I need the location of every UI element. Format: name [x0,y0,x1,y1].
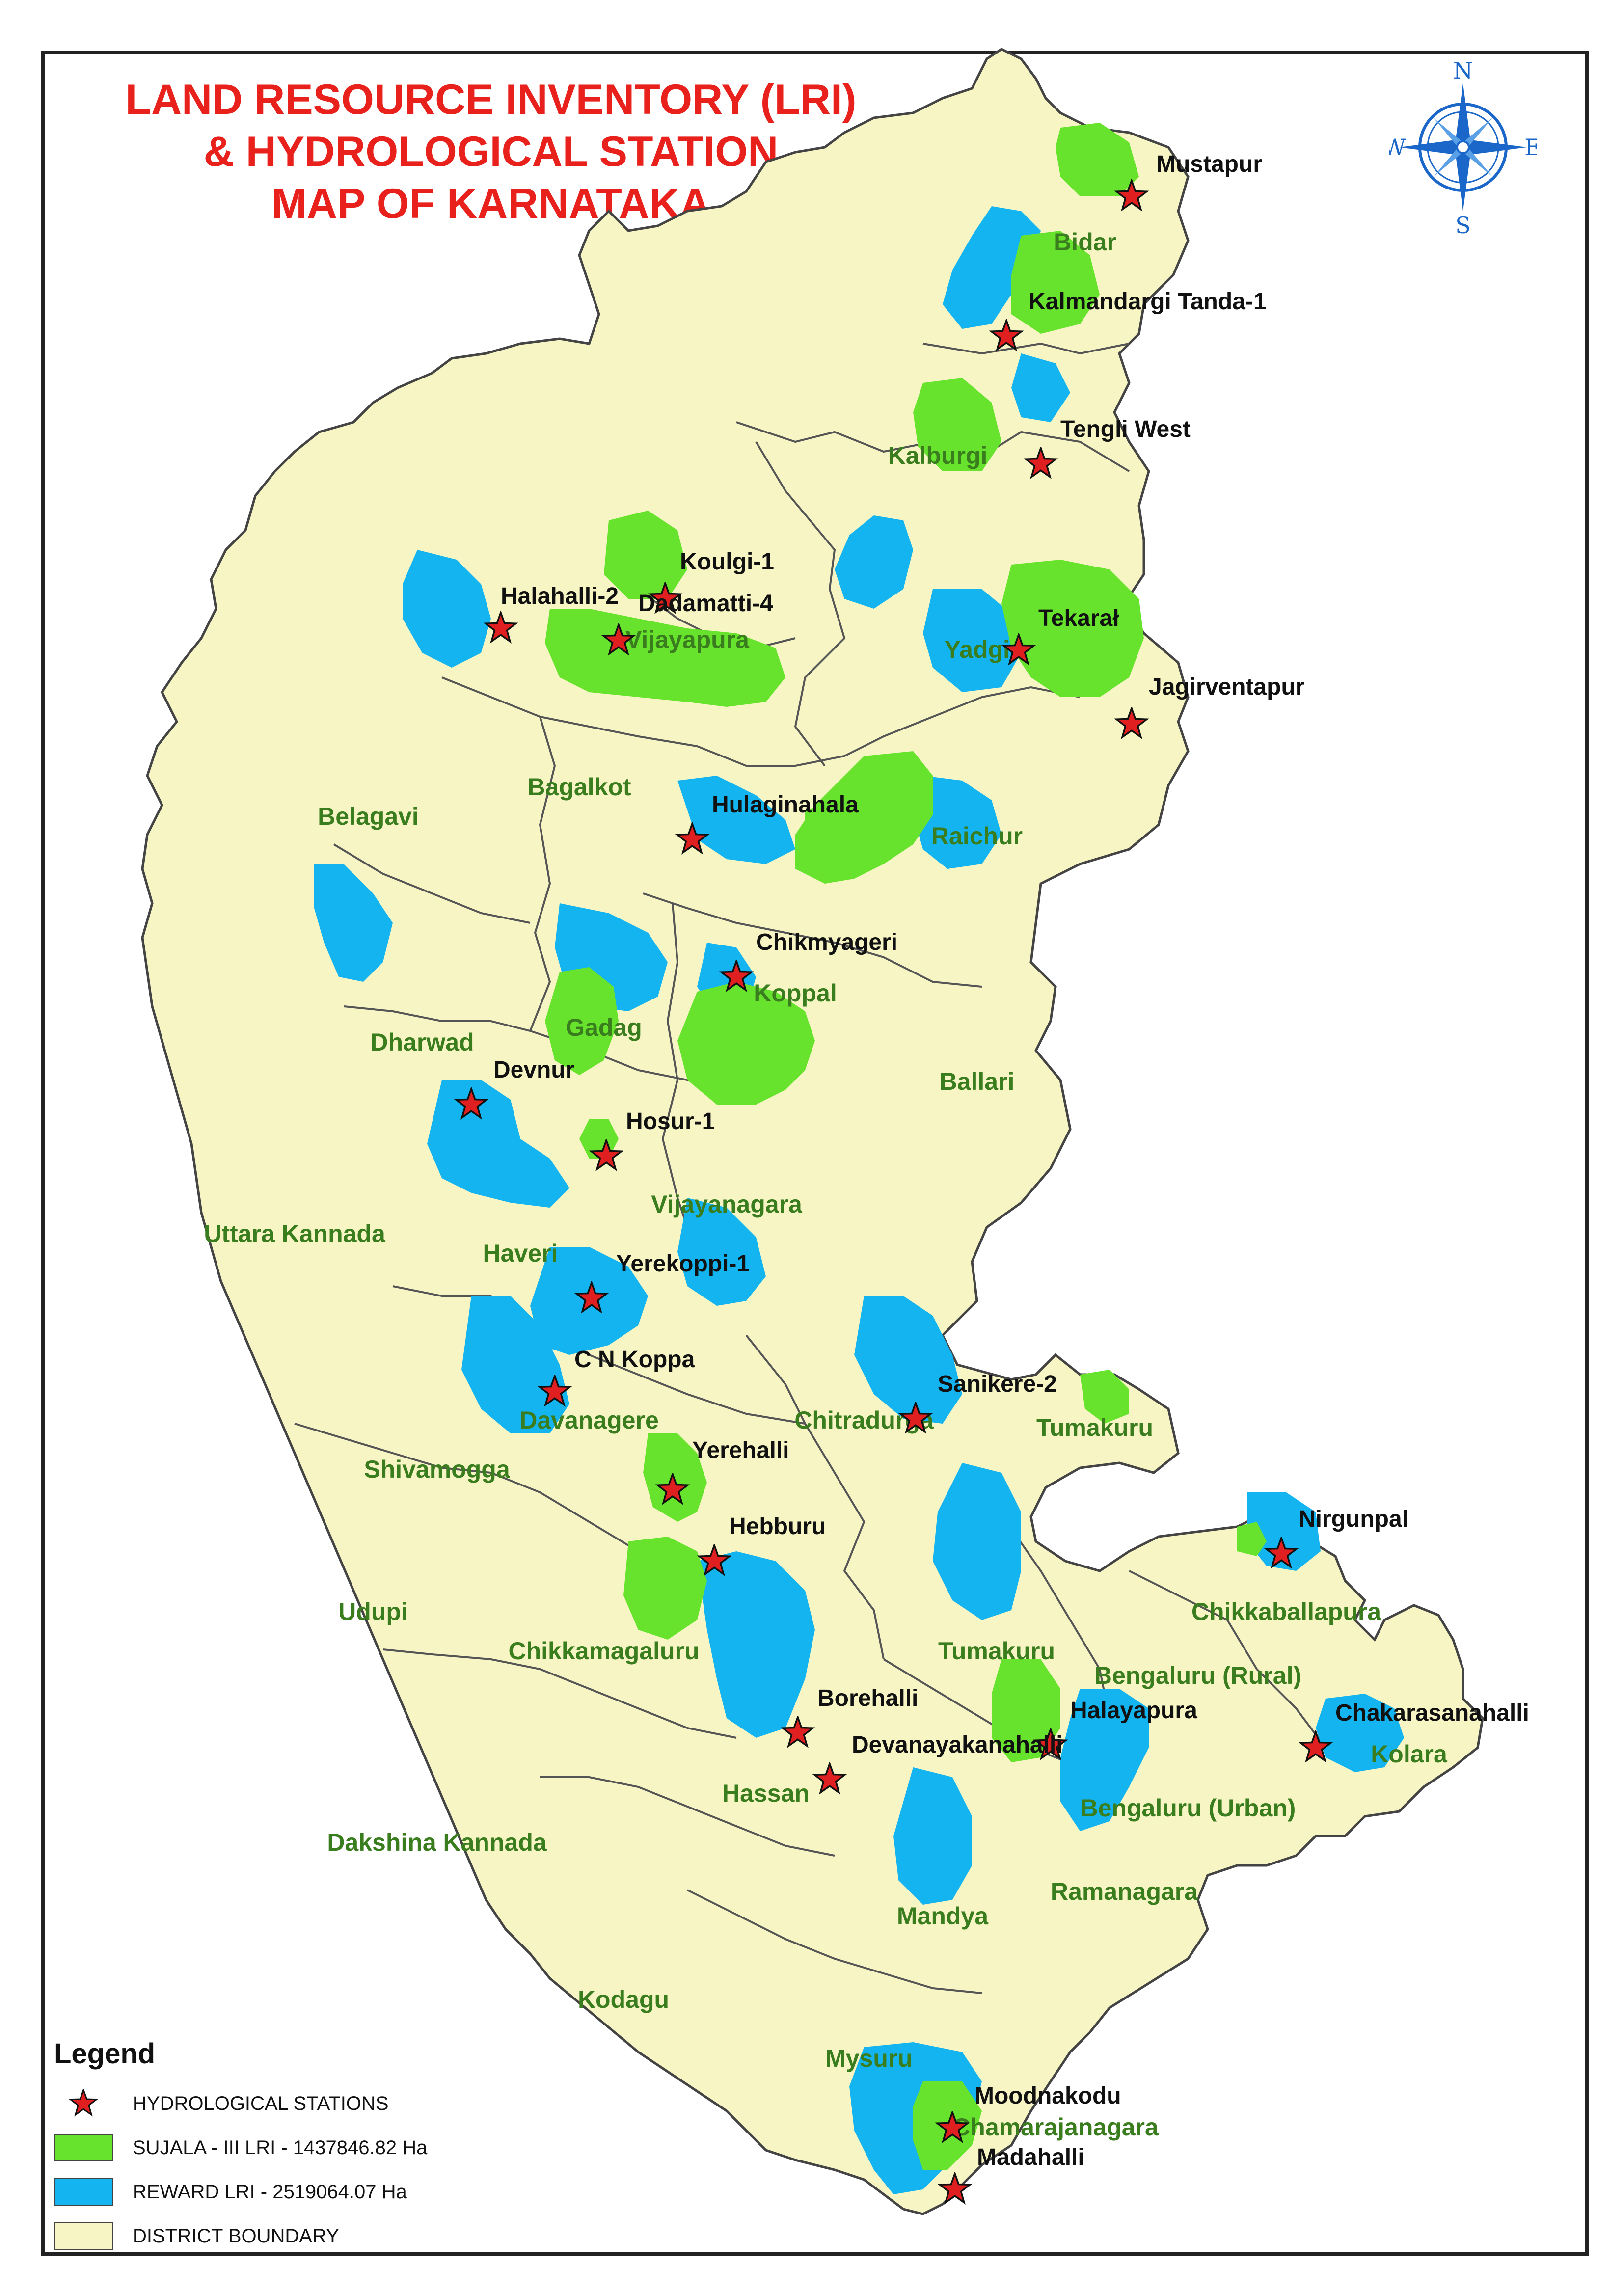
green-swatch [54,2134,113,2161]
district-label: Raichur [931,822,1023,850]
district-label: Yadgir [945,636,1020,663]
station-label: Chikmyageri [756,929,897,955]
compass-n: N [1453,59,1473,84]
station-label: Dadamatti-4 [638,591,773,617]
district-label: Shivamogga [364,1456,510,1483]
compass-w: W [1389,134,1406,161]
district-label: Udupi [338,1598,408,1625]
station-label: C N Koppa [574,1347,695,1373]
station-label: Hulaginahala [712,792,859,818]
title-line-3: MAP OF KARNATAKA [271,180,710,227]
station-label: Moodnakodu [974,2083,1121,2109]
station-label: Halahalli-2 [501,583,619,609]
station-label: Nirgunpal [1299,1506,1408,1532]
district-label: Chikkaballapura [1191,1598,1381,1625]
title-line-1: LAND RESOURCE INVENTORY (LRI) [125,76,857,123]
district-boundaries [294,342,1326,1994]
station-label: Yerekoppi-1 [616,1251,750,1277]
station-label: Borehalli [817,1685,918,1711]
station-label: Chakarasanahalli [1335,1700,1529,1726]
district-label: Ramanagara [1051,1878,1198,1905]
district-label: Uttara Kannada [204,1220,386,1247]
title-line-2: & HYDROLOGICAL STATION [203,128,779,175]
station-label: Devanayakanahalli [852,1732,1063,1758]
district-label: Vijayapura [625,626,750,653]
station-label: Hebburu [729,1513,826,1539]
station-label: Devnur [493,1057,574,1083]
district-label: Bengaluru (Urban) [1081,1794,1296,1822]
district-label: Chikkamagaluru [508,1637,699,1665]
legend-item-sujala: SUJALA - III LRI - 1437846.82 Ha [54,2131,427,2165]
station-label: Halayapura [1070,1698,1197,1724]
district-label: Bengaluru (Rural) [1094,1662,1301,1689]
reward-lri-areas [314,206,1404,2194]
district-label: Tumakuru [1036,1414,1153,1441]
district-label: Gadag [566,1014,642,1041]
compass-rose-icon: N S W E [1389,59,1537,236]
legend-label: REWARD LRI - 2519064.07 Ha [133,2181,407,2203]
station-label: Madahalli [977,2144,1084,2170]
district-label: Bagalkot [527,773,631,801]
legend-item-reward: REWARD LRI - 2519064.07 Ha [54,2175,407,2209]
compass-s: S [1455,212,1471,236]
district-label: Dakshina Kannada [327,1829,547,1856]
station-label: Jagirventapur [1149,674,1304,700]
district-label: Haveri [483,1240,558,1267]
district-label: Hassan [722,1780,810,1807]
district-label: Vijayanagara [651,1190,803,1218]
district-label: Tumakuru [938,1637,1055,1665]
district-label: Kolara [1371,1740,1448,1768]
district-label: Davanagere [519,1406,659,1434]
district-label: Mysuru [825,2045,913,2072]
legend: Legend HYDROLOGICAL STATIONS SUJALA - II… [49,2037,491,2250]
district-label: Ballari [940,1068,1015,1095]
station-label: Tekarał [1038,605,1119,631]
star-icon [54,2089,113,2118]
station-labels: Mustapur Kalmandargi Tanda-1 Tengli West… [493,151,1529,2170]
compass-e: E [1524,134,1537,161]
station-label: Sanikere-2 [938,1371,1057,1397]
station-label: Yerehalli [692,1437,789,1463]
legend-item-stations: HYDROLOGICAL STATIONS [54,2086,389,2121]
district-label: Chamarajanagara [952,2113,1159,2141]
district-label: Bidar [1054,228,1116,256]
station-label: Koulgi-1 [680,549,774,575]
district-label: Kodagu [578,1986,669,2013]
district-label: Kalburgi [888,442,988,469]
district-label: Mandya [897,1902,989,1930]
station-label: Mustapur [1156,151,1262,177]
district-label: Dharwad [370,1028,474,1056]
legend-label: HYDROLOGICAL STATIONS [133,2092,389,2114]
station-label: Kalmandargi Tanda-1 [1029,289,1267,315]
map-title: LAND RESOURCE INVENTORY (LRI) & HYDROLOG… [74,74,908,230]
yellow-swatch [54,2222,113,2250]
legend-label: DISTRICT BOUNDARY [133,2225,339,2247]
blue-swatch [54,2178,113,2206]
district-label: Koppal [754,979,837,1007]
legend-item-district: DISTRICT BOUNDARY [54,2219,339,2253]
station-label: Tengli West [1060,416,1191,442]
district-labels: Bidar Kalburgi Vijayapura Yadgir Bagalko… [204,228,1448,2141]
legend-label: SUJALA - III LRI - 1437846.82 Ha [133,2136,428,2159]
station-label: Hosur-1 [626,1108,715,1134]
state-outline [141,48,1484,2215]
district-label: Belagavi [318,803,419,830]
legend-title: Legend [54,2038,156,2070]
